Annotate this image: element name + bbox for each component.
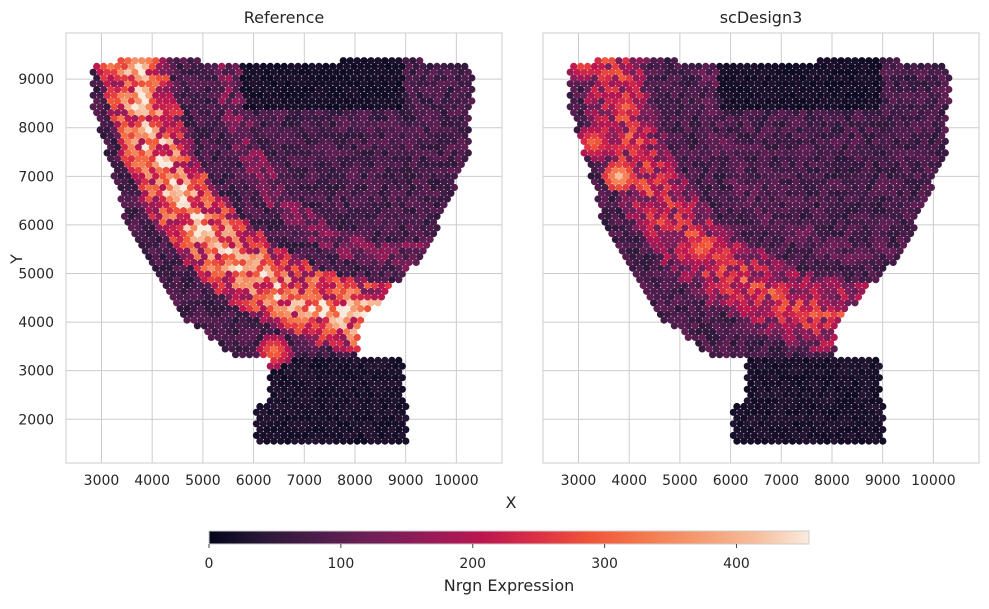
spot-point [354, 57, 361, 64]
spot-point [381, 57, 388, 64]
spot-point [347, 57, 354, 64]
spot-point [427, 63, 434, 70]
spot-point [260, 63, 267, 70]
spot-point [180, 57, 187, 64]
spot-point [838, 357, 845, 364]
spot-point [308, 63, 315, 70]
spot-point [315, 63, 322, 70]
x-tick-label: 4000 [134, 473, 170, 489]
y-tick-label: 6000 [18, 218, 54, 234]
spot-point [253, 63, 260, 70]
spot-point [152, 57, 159, 64]
spot-point [340, 57, 347, 64]
spot-point [288, 63, 295, 70]
spot-point [733, 403, 740, 410]
spot-point [361, 357, 368, 364]
spot-point [388, 357, 395, 364]
x-tick-labels-reference: 3000 4000 5000 6000 7000 8000 9000 10000 [84, 473, 479, 489]
y-tick-label: 4000 [18, 315, 54, 331]
spot-point [851, 357, 858, 364]
spot-point [395, 57, 402, 64]
x-tick-label: 8000 [337, 473, 373, 489]
y-tick-labels-reference: 2000 3000 4000 5000 6000 7000 8000 9000 [18, 72, 54, 428]
spot-point [281, 63, 288, 70]
spot-point [381, 357, 388, 364]
spot-point [246, 63, 253, 70]
spot-point [433, 63, 440, 70]
y-tick-label: 8000 [18, 121, 54, 137]
spot-point [131, 57, 138, 64]
spot-point [361, 57, 368, 64]
spot-point [858, 357, 865, 364]
panel-title-reference: Reference [244, 8, 325, 27]
spot-point [124, 57, 131, 64]
spot-point [447, 63, 454, 70]
x-tick-label: 7000 [286, 473, 322, 489]
spot-point [388, 57, 395, 64]
x-tick-label: 9000 [388, 473, 424, 489]
spot-point [267, 63, 274, 70]
spot-point [395, 357, 402, 364]
spot-point [211, 63, 218, 70]
y-tick-label: 7000 [18, 169, 54, 185]
spot-point [239, 63, 246, 70]
y-tick-label: 9000 [18, 72, 54, 88]
spot-point [117, 57, 124, 64]
spot-point [454, 63, 461, 70]
spot-point [166, 57, 173, 64]
spot-point [93, 63, 100, 70]
spot-point [274, 63, 281, 70]
spot-point [204, 63, 211, 70]
spot-point [173, 57, 180, 64]
spot-point [844, 357, 851, 364]
x-tick-label: 6000 [236, 473, 272, 489]
spot-point [187, 57, 194, 64]
spot-point [865, 357, 872, 364]
spot-point [256, 403, 263, 410]
spot-point [302, 63, 309, 70]
x-tick-label: 5000 [185, 473, 221, 489]
spot-point [409, 57, 416, 64]
y-tick-label: 2000 [18, 412, 54, 428]
spot-point [374, 57, 381, 64]
spot-point [295, 63, 302, 70]
spot-point [872, 357, 879, 364]
panel-reference: 3000 4000 5000 6000 7000 8000 9000 10000 2000 30… [18, 8, 502, 489]
spot-point [218, 63, 225, 70]
spot-point [225, 63, 232, 70]
spot-point [329, 63, 336, 70]
spot-point [194, 57, 201, 64]
y-tick-label: 3000 [18, 364, 54, 380]
spot-point [416, 57, 423, 64]
spot-point [232, 63, 239, 70]
spot-point [100, 63, 107, 70]
spot-point [402, 57, 409, 64]
spot-point [145, 57, 152, 64]
spot-point [440, 63, 447, 70]
spot-point [374, 357, 381, 364]
spot-point [159, 57, 166, 64]
x-tick-label: 3000 [84, 473, 120, 489]
x-tick-label: 10000 [434, 473, 479, 489]
spot-point [367, 57, 374, 64]
spot-point [138, 57, 145, 64]
spot-point [322, 63, 329, 70]
spot-point [107, 63, 114, 70]
y-tick-label: 5000 [18, 267, 54, 283]
spot-point [461, 63, 468, 70]
spot-point [367, 357, 374, 364]
